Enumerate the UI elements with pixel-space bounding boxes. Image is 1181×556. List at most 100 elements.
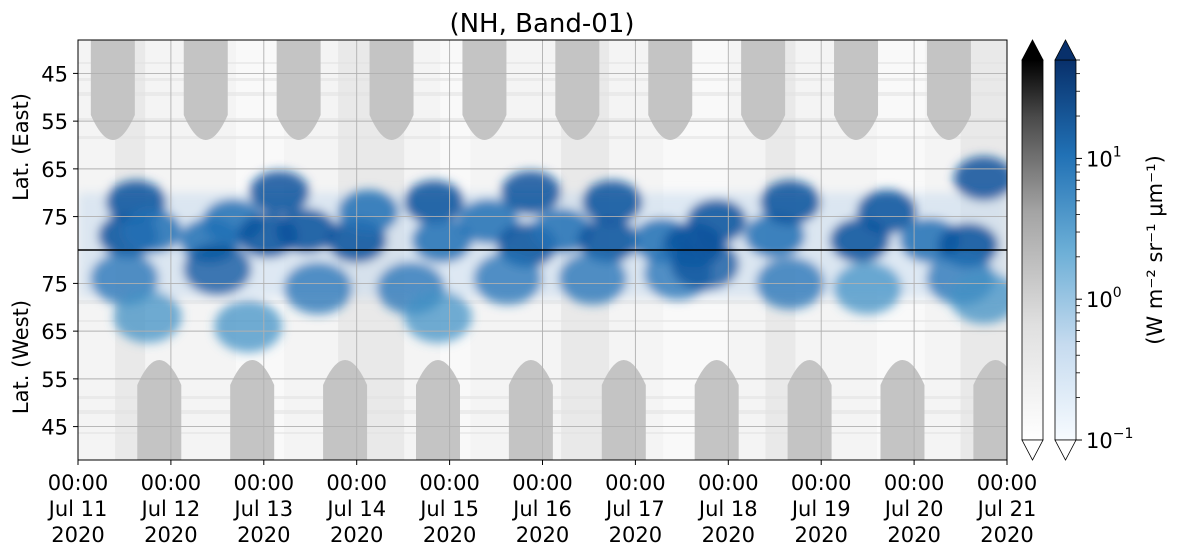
night-mask-west bbox=[230, 360, 275, 460]
y-tick-label: 65 bbox=[41, 320, 68, 344]
radiance-blob-east bbox=[121, 208, 182, 253]
x-tick-label: 2020 bbox=[609, 523, 662, 547]
night-mask-east bbox=[926, 40, 971, 140]
radiance-blob-east bbox=[404, 180, 465, 225]
night-mask-west bbox=[415, 360, 460, 460]
radiance-blob-west bbox=[833, 262, 902, 315]
radiance-blob-west bbox=[403, 290, 472, 343]
x-tick-label: 00:00 bbox=[48, 471, 109, 495]
x-tick-label: Jul 13 bbox=[232, 497, 293, 521]
night-mask-west bbox=[601, 360, 646, 460]
x-tick-label: Jul 14 bbox=[325, 497, 386, 521]
x-tick-label: 00:00 bbox=[419, 471, 480, 495]
y-tick-label: 65 bbox=[41, 158, 68, 182]
radiance-blob-east bbox=[857, 189, 918, 234]
colorbar-blues bbox=[1054, 39, 1077, 461]
y-tick-label: 55 bbox=[41, 110, 68, 134]
x-tick-label: 00:00 bbox=[605, 471, 666, 495]
night-mask-west bbox=[694, 360, 739, 460]
x-tick-label: 2020 bbox=[237, 523, 290, 547]
radiance-blob-east bbox=[578, 218, 639, 263]
x-tick-label: 00:00 bbox=[326, 471, 387, 495]
chart-title: (NH, Band-01) bbox=[449, 9, 634, 39]
radiance-blob-west bbox=[671, 238, 740, 291]
radiance-blob-west bbox=[473, 252, 542, 305]
radiance-blob-east bbox=[582, 180, 643, 225]
x-tick-label: 00:00 bbox=[234, 471, 295, 495]
night-mask-west bbox=[787, 360, 832, 460]
x-tick-label: 2020 bbox=[702, 523, 755, 547]
colorbar-blues-min-arrow bbox=[1054, 439, 1077, 461]
y-tick-label: 55 bbox=[41, 368, 68, 392]
ylabel-west: Lat. (West) bbox=[9, 300, 33, 414]
x-tick-label: 00:00 bbox=[141, 471, 202, 495]
x-tick-label: Jul 11 bbox=[47, 497, 108, 521]
x-tick-label: 2020 bbox=[51, 523, 104, 547]
night-mask-east bbox=[183, 40, 228, 140]
colorbar-greys-body bbox=[1021, 59, 1044, 441]
y-tick-label: 45 bbox=[41, 62, 68, 86]
radiance-blob-east bbox=[686, 199, 747, 244]
x-tick-label: 2020 bbox=[423, 523, 476, 547]
radiance-blob-east bbox=[760, 180, 821, 225]
colorbar-tick-label: 100 bbox=[1086, 285, 1122, 312]
radiance-blob-east bbox=[411, 218, 472, 263]
night-mask-west bbox=[323, 360, 368, 460]
colorbar-label: (W m⁻² sr⁻¹ μm⁻¹) bbox=[1143, 155, 1167, 345]
colorbar-greys bbox=[1021, 39, 1044, 461]
night-mask-east bbox=[369, 40, 414, 140]
x-tick-label: 2020 bbox=[144, 523, 197, 547]
radiance-blob-east bbox=[500, 170, 561, 215]
x-tick-label: 2020 bbox=[794, 523, 847, 547]
night-mask-west bbox=[880, 360, 925, 460]
x-tick-label: Jul 18 bbox=[697, 497, 758, 521]
x-tick-label: Jul 15 bbox=[418, 497, 479, 521]
x-tick-label: 2020 bbox=[516, 523, 569, 547]
night-mask-east bbox=[555, 40, 600, 140]
night-mask-east bbox=[276, 40, 321, 140]
y-tick-label: 45 bbox=[41, 416, 68, 440]
night-mask-west bbox=[973, 360, 1007, 460]
colorbar-blues-body bbox=[1054, 59, 1077, 441]
night-mask-east bbox=[462, 40, 507, 140]
x-tick-label: 2020 bbox=[887, 523, 940, 547]
colorbar-greys-min-arrow bbox=[1021, 439, 1044, 461]
x-tick-label: 00:00 bbox=[977, 471, 1038, 495]
radiance-blob-east bbox=[531, 208, 592, 253]
radiance-blob-east bbox=[249, 170, 310, 215]
x-tick-label: Jul 12 bbox=[140, 497, 201, 521]
night-mask-east bbox=[741, 40, 786, 140]
radiance-blob-east bbox=[338, 189, 399, 234]
x-tick-label: 00:00 bbox=[512, 471, 573, 495]
radiance-blob-west bbox=[183, 243, 252, 296]
ylabel-east: Lat. (East) bbox=[9, 93, 33, 201]
x-tick-label: Jul 19 bbox=[790, 497, 851, 521]
colorbar-tick-label: 101 bbox=[1086, 144, 1122, 171]
night-mask-east bbox=[834, 40, 879, 140]
x-tick-label: 00:00 bbox=[791, 471, 852, 495]
x-tick-label: Jul 16 bbox=[511, 497, 572, 521]
colorbar-blues-max-arrow bbox=[1054, 39, 1077, 61]
night-mask-west bbox=[508, 360, 553, 460]
x-tick-label: 00:00 bbox=[698, 471, 759, 495]
colorbar-ticks: 101 100 10−1 bbox=[1076, 59, 1133, 453]
y-tick-label: 75 bbox=[41, 206, 68, 230]
radiance-blob-west bbox=[558, 252, 627, 305]
radiance-blob-west bbox=[214, 300, 283, 353]
radiance-blob-east bbox=[744, 213, 805, 258]
x-tick-label: Jul 17 bbox=[604, 497, 665, 521]
y-tick-label: 75 bbox=[41, 272, 68, 296]
x-tick-label: Jul 21 bbox=[976, 497, 1037, 521]
night-mask-east bbox=[90, 40, 135, 140]
radiance-blob-west bbox=[949, 271, 1007, 324]
x-tick-label: 2020 bbox=[980, 523, 1033, 547]
radiance-blob-east bbox=[953, 156, 1007, 201]
colorbar-greys-max-arrow bbox=[1021, 39, 1044, 61]
colorbar-tick-label: 10−1 bbox=[1086, 426, 1133, 453]
night-mask bbox=[90, 40, 1007, 460]
x-tick-label: 00:00 bbox=[884, 471, 945, 495]
radiance-blob-east bbox=[276, 208, 337, 253]
night-mask-west bbox=[137, 360, 182, 460]
